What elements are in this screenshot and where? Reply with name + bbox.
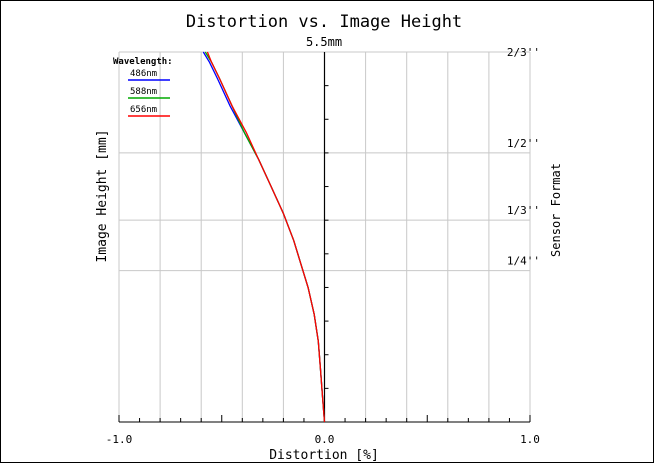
legend-label-588nm: 588nm xyxy=(130,87,157,97)
x-tick-label: -1.0 xyxy=(106,433,133,446)
chart-title: Distortion vs. Image Height xyxy=(186,12,462,32)
x-tick-label: 1.0 xyxy=(520,433,540,446)
top-value-label: 5.5mm xyxy=(306,35,342,49)
y-axis-label: Image Height [mm] xyxy=(95,129,110,262)
x-tick-label: 0.0 xyxy=(315,433,335,446)
legend: Wavelength: 486nm 588nm 656nm xyxy=(113,57,173,117)
series-line-656nm xyxy=(206,51,326,423)
sensor-format-label: 1/3'' xyxy=(507,204,540,217)
x-axis-label: Distortion [%] xyxy=(269,448,379,463)
axes xyxy=(119,52,530,423)
sensor-format-label: 2/3'' xyxy=(507,46,540,59)
legend-items: 486nm 588nm 656nm xyxy=(128,69,170,117)
series-lines xyxy=(202,51,326,423)
x-tick-labels: -1.0 0.0 1.0 xyxy=(106,433,540,446)
ticks xyxy=(118,85,531,422)
sensor-format-label: 1/2'' xyxy=(507,137,540,150)
series-line-588nm xyxy=(204,51,326,423)
legend-label-486nm: 486nm xyxy=(130,69,157,79)
sensor-format-label: 1/4'' xyxy=(507,255,540,268)
legend-title: Wavelength: xyxy=(113,57,173,67)
sensor-format-labels: 2/3'' 1/2'' 1/3'' 1/4'' xyxy=(507,46,540,268)
series-line-486nm xyxy=(202,51,326,423)
y2-axis-label: Sensor Format xyxy=(549,163,563,257)
legend-label-656nm: 656nm xyxy=(130,105,157,115)
